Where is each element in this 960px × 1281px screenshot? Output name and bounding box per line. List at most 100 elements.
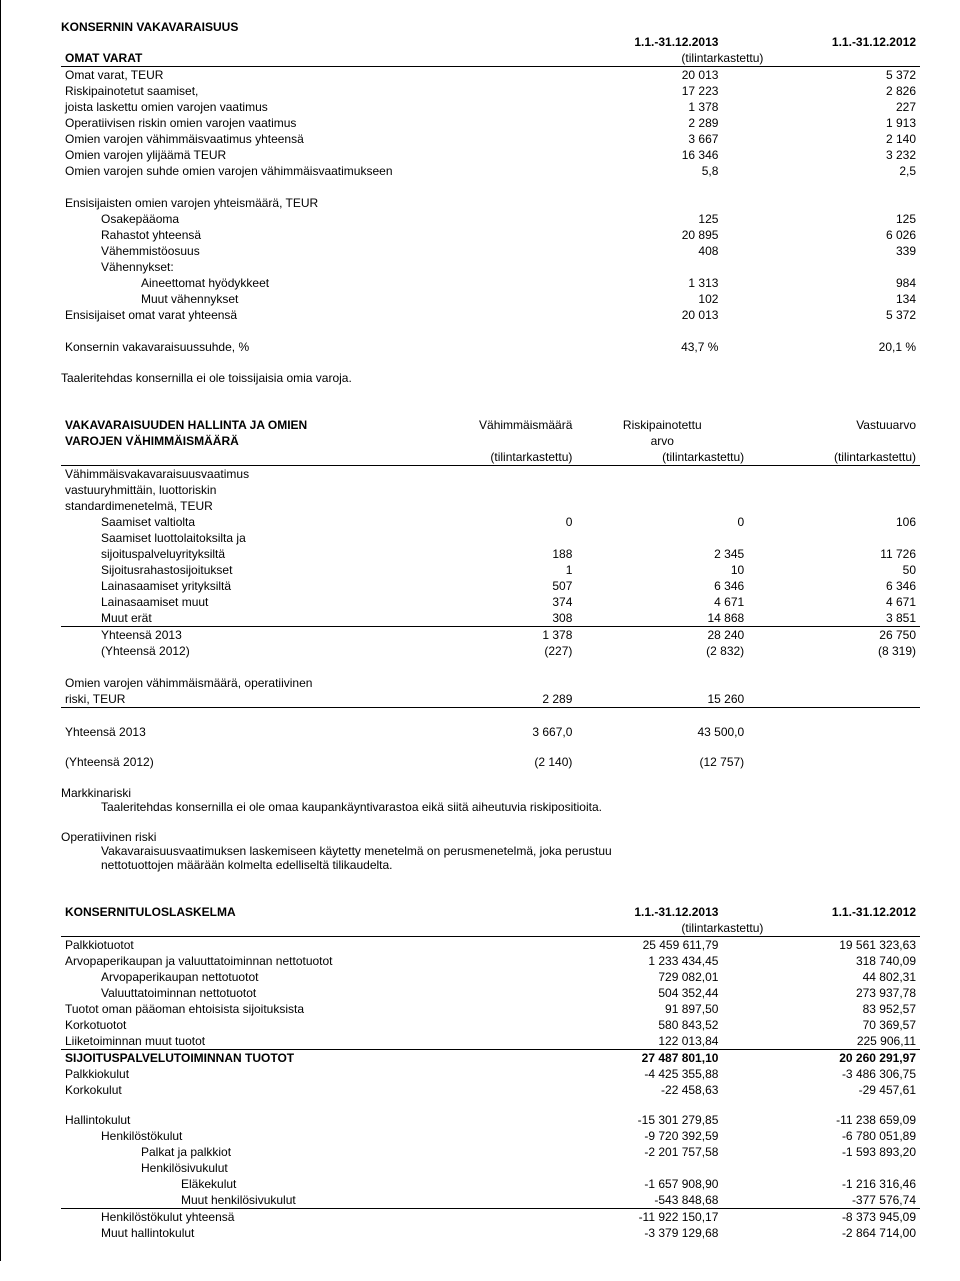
row-c: (8 319) bbox=[748, 643, 920, 659]
row-val-a: 3 667 bbox=[525, 131, 723, 147]
sec3-audit: (tilintarkastettu) bbox=[525, 920, 920, 937]
row-val-b bbox=[722, 259, 920, 275]
row-c: 26 750 bbox=[748, 627, 920, 644]
row-val-a: 102 bbox=[525, 291, 723, 307]
row-a: 504 352,44 bbox=[525, 985, 723, 1001]
row-label: Aineettomat hyödykkeet bbox=[61, 275, 525, 291]
row-val-b: 984 bbox=[722, 275, 920, 291]
row-a: 1 233 434,45 bbox=[525, 953, 723, 969]
row-b: 225 906,11 bbox=[722, 1033, 920, 1050]
row-label: joista laskettu omien varojen vaatimus bbox=[61, 99, 525, 115]
row-label: Hallintokulut bbox=[61, 1112, 525, 1128]
ratio-b: 20,1 % bbox=[722, 339, 920, 355]
row-a bbox=[405, 530, 577, 546]
row-label: Eläkekulut bbox=[61, 1176, 525, 1192]
row-b: -1 593 893,20 bbox=[722, 1144, 920, 1160]
sec3-sum-a: 27 487 801,10 bbox=[525, 1050, 723, 1067]
row-b: -29 457,61 bbox=[722, 1082, 920, 1098]
op-b: 15 260 bbox=[576, 691, 748, 708]
row-label: Saamiset valtiolta bbox=[61, 514, 405, 530]
row-a: -543 848,68 bbox=[525, 1192, 723, 1209]
row-val-a bbox=[525, 259, 723, 275]
row-a: 507 bbox=[405, 578, 577, 594]
row-a: (227) bbox=[405, 643, 577, 659]
audit-2: (tilintarkastettu) bbox=[576, 449, 748, 466]
row-a bbox=[525, 1160, 723, 1176]
ratio-a: 43,7 % bbox=[525, 339, 723, 355]
row-b: 44 802,31 bbox=[722, 969, 920, 985]
row-a: 91 897,50 bbox=[525, 1001, 723, 1017]
row-c: 106 bbox=[748, 514, 920, 530]
row-c: 50 bbox=[748, 562, 920, 578]
row-val-b: 2 140 bbox=[722, 131, 920, 147]
row-b: 10 bbox=[576, 562, 748, 578]
block2-title: Ensisijaisten omien varojen yhteismäärä,… bbox=[61, 195, 920, 211]
row-b: 2 345 bbox=[576, 546, 748, 562]
row-label: Osakepääoma bbox=[61, 211, 525, 227]
row-label: Palkkiotuotot bbox=[61, 937, 525, 954]
row-val-b: 2,5 bbox=[722, 163, 920, 179]
row-b: 19 561 323,63 bbox=[722, 937, 920, 954]
row-b: 318 740,09 bbox=[722, 953, 920, 969]
row-a: 122 013,84 bbox=[525, 1033, 723, 1050]
op-text1: Vakavaraisuusvaatimuksen laskemiseen käy… bbox=[61, 844, 920, 858]
row-a: -11 922 150,17 bbox=[525, 1209, 723, 1226]
row-b: 4 671 bbox=[576, 594, 748, 610]
row-b bbox=[576, 530, 748, 546]
section1-table: 1.1.-31.12.2013 1.1.-31.12.2012 OMAT VAR… bbox=[61, 34, 920, 179]
row-val-a: 1 378 bbox=[525, 99, 723, 115]
row-label: (Yhteensä 2012) bbox=[61, 643, 405, 659]
row-label: Henkilöstökulut bbox=[61, 1128, 525, 1144]
row-b: -2 864 714,00 bbox=[722, 1225, 920, 1241]
op-title: Operatiivinen riski bbox=[61, 830, 920, 844]
tot2013-label: Yhteensä 2013 bbox=[61, 724, 405, 740]
row-val-b: 5 372 bbox=[722, 67, 920, 84]
row-val-a: 16 346 bbox=[525, 147, 723, 163]
row-label: Riskipainotetut saamiset, bbox=[61, 83, 525, 99]
row-val-b: 134 bbox=[722, 291, 920, 307]
sec3-h2: 1.1.-31.12.2012 bbox=[722, 904, 920, 920]
row-b: (2 832) bbox=[576, 643, 748, 659]
row-label: Henkilöstökulut yhteensä bbox=[61, 1209, 525, 1226]
row-a: -9 720 392,59 bbox=[525, 1128, 723, 1144]
row-val-a: 125 bbox=[525, 211, 723, 227]
sec3-sum-label: SIJOITUSPALVELUTOIMINNAN TUOTOT bbox=[61, 1050, 525, 1067]
tot2012-a: (2 140) bbox=[405, 754, 577, 770]
row-b: 83 952,57 bbox=[722, 1001, 920, 1017]
row-label: Tuotot oman pääoman ehtoisista sijoituks… bbox=[61, 1001, 525, 1017]
sec2-title2: VAROJEN VÄHIMMÄISMÄÄRÄ bbox=[61, 433, 405, 449]
row-a: 0 bbox=[405, 514, 577, 530]
row-label: Arvopaperikaupan nettotuotot bbox=[61, 969, 525, 985]
tot2013-a: 3 667,0 bbox=[405, 724, 577, 740]
row-a: -3 379 129,68 bbox=[525, 1225, 723, 1241]
sec3-sum-b: 20 260 291,97 bbox=[722, 1050, 920, 1067]
row-val-a: 20 013 bbox=[525, 67, 723, 84]
ratio-label: Konsernin vakavaraisuussuhde, % bbox=[61, 339, 525, 355]
row-b: -1 216 316,46 bbox=[722, 1176, 920, 1192]
pre2: standardimenetelmä, TEUR bbox=[61, 498, 405, 514]
op-text2: nettotuottojen määrään kolmelta edellise… bbox=[61, 858, 920, 872]
row-a: -22 458,63 bbox=[525, 1082, 723, 1098]
mk-title: Markkinariski bbox=[61, 786, 920, 800]
op-l1: Omien varojen vähimmäismäärä, operatiivi… bbox=[61, 675, 405, 691]
row-b: 6 346 bbox=[576, 578, 748, 594]
row-label: Muut henkilösivukulut bbox=[61, 1192, 525, 1209]
row-b: 28 240 bbox=[576, 627, 748, 644]
row-label: Valuuttatoiminnan nettotuotot bbox=[61, 985, 525, 1001]
row-val-b: 125 bbox=[722, 211, 920, 227]
row-val-b: 6 026 bbox=[722, 227, 920, 243]
row-label: Arvopaperikaupan ja valuuttatoiminnan ne… bbox=[61, 953, 525, 969]
row-val-a: 20 895 bbox=[525, 227, 723, 243]
row-c bbox=[748, 530, 920, 546]
pre1: vastuuryhmittäin, luottoriskin bbox=[61, 482, 405, 498]
row-a: -2 201 757,58 bbox=[525, 1144, 723, 1160]
row-b bbox=[722, 1160, 920, 1176]
b2sum-b: 5 372 bbox=[722, 307, 920, 323]
col-2012: 1.1.-31.12.2012 bbox=[722, 34, 920, 50]
sec2-sumrows: Yhteensä 2013 1 378 28 240 26 750 (Yhtee… bbox=[61, 627, 920, 660]
row-label: Omien varojen ylijäämä TEUR bbox=[61, 147, 525, 163]
row-c: 3 851 bbox=[748, 610, 920, 627]
row-label: Saamiset luottolaitoksilta ja bbox=[61, 530, 405, 546]
row-label: Omien varojen vähimmäisvaatimus yhteensä bbox=[61, 131, 525, 147]
sec2-h3: Vastuuarvo bbox=[748, 417, 920, 433]
